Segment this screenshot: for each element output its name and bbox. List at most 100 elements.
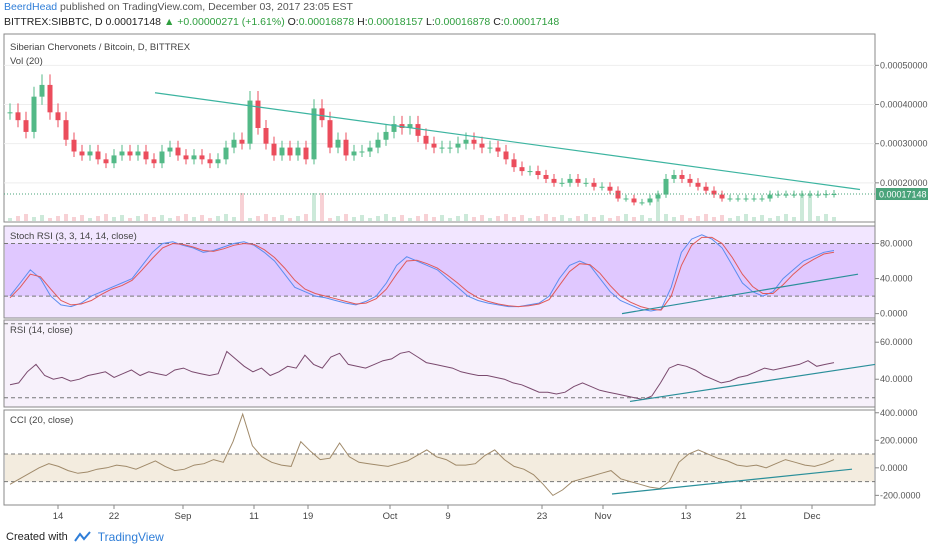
candle-body — [231, 139, 237, 148]
volume-bar — [224, 214, 228, 221]
volume-bar — [824, 214, 828, 221]
volume-bar — [120, 215, 124, 221]
candle-body — [159, 151, 165, 164]
candle-body — [71, 139, 77, 152]
x-tick-label: Oct — [383, 511, 398, 522]
volume-bar — [424, 214, 428, 221]
candle-body — [775, 194, 781, 196]
volume-bar — [248, 218, 252, 221]
osc-series-line — [9, 236, 835, 311]
candle-body — [167, 147, 173, 152]
candle-body — [383, 131, 389, 140]
candle-body — [527, 171, 533, 173]
volume-bar — [136, 216, 140, 221]
candle-body — [215, 159, 221, 164]
x-tick-label: 23 — [537, 511, 548, 522]
candle-body — [207, 159, 213, 164]
osc-series-line — [9, 234, 835, 312]
candle-body — [135, 151, 141, 156]
volume-bar — [200, 215, 204, 221]
volume-bar — [568, 218, 572, 221]
candle-body — [479, 143, 485, 148]
candle-body — [719, 194, 725, 199]
last-price-tag — [876, 188, 928, 201]
volume-bar — [264, 214, 268, 221]
osc-pane-title: CCI (20, close) — [10, 415, 73, 426]
candle-body — [623, 198, 629, 200]
last-price-tag-label: 0.00017148 — [879, 190, 927, 200]
volume-bar — [392, 217, 396, 221]
candle-body — [759, 198, 765, 200]
volume-bar — [832, 217, 836, 221]
osc-pane-title: Stoch RSI (3, 3, 14, 14, close) — [10, 231, 137, 242]
volume-bar — [16, 216, 20, 221]
candle-body — [599, 186, 605, 188]
candle-body — [415, 124, 421, 136]
candle-body — [591, 182, 597, 187]
osc-tick-label: 0.0000 — [880, 309, 908, 319]
volume-bar — [448, 218, 452, 221]
candle-body — [119, 151, 125, 156]
osc-trendline — [621, 273, 859, 315]
volume-bar — [416, 216, 420, 221]
price-trendline — [154, 92, 861, 191]
candle-body — [695, 182, 701, 187]
candle-body — [39, 84, 45, 97]
x-tick-label: 14 — [53, 511, 64, 522]
volume-bar — [488, 218, 492, 221]
volume-bar — [712, 217, 716, 221]
candle-body — [271, 143, 277, 156]
price-change: +0.00000271 (+1.61%) — [177, 16, 285, 28]
candle-body — [327, 120, 333, 148]
x-tick-label: 19 — [303, 511, 314, 522]
candle-body — [671, 175, 677, 179]
candle-body — [111, 155, 117, 164]
volume-bar — [792, 217, 796, 221]
candle-body — [247, 100, 253, 144]
author-link[interactable]: BeerdHead — [4, 1, 58, 13]
candle-body — [831, 194, 837, 196]
volume-bar — [496, 216, 500, 221]
volume-bar — [440, 215, 444, 221]
volume-bar — [240, 193, 244, 221]
volume-bar — [312, 193, 316, 221]
candle-body — [351, 151, 357, 156]
volume-bar — [112, 217, 116, 221]
candle-body — [647, 198, 653, 203]
candle-body — [551, 178, 557, 183]
candle-body — [79, 151, 85, 156]
volume-bar — [696, 216, 700, 221]
volume-bar — [48, 218, 52, 221]
volume-bar — [640, 215, 644, 221]
volume-bar — [176, 216, 180, 221]
volume-bar — [192, 217, 196, 221]
publish-info: published on TradingView.com, December 0… — [60, 1, 353, 13]
volume-bar — [720, 215, 724, 221]
volume-bar — [32, 217, 36, 221]
volume-bar — [680, 215, 684, 221]
volume-bar — [672, 217, 676, 221]
volume-bar — [520, 215, 524, 221]
osc-tick-label: 400.0000 — [880, 408, 918, 418]
footer: Created with TradingView — [6, 530, 164, 544]
candle-body — [151, 159, 157, 164]
open-label: O: — [287, 16, 299, 28]
volume-bar — [208, 218, 212, 221]
x-tick-label: 11 — [249, 511, 259, 522]
candle-body — [47, 84, 53, 113]
candle-body — [239, 139, 245, 144]
volume-bar — [464, 214, 468, 221]
volume-bar — [272, 217, 276, 221]
candle-body — [535, 171, 541, 175]
volume-bar — [304, 214, 308, 221]
candle-body — [511, 159, 517, 168]
volume-label: Vol (20) — [10, 56, 43, 67]
open-value: 0.00016878 — [298, 16, 355, 28]
tradingview-brand[interactable]: TradingView — [97, 530, 164, 544]
volume-bar — [512, 217, 516, 221]
candle-body — [407, 124, 413, 128]
volume-bar — [664, 214, 668, 221]
candle-body — [799, 194, 805, 196]
candle-body — [519, 167, 525, 172]
